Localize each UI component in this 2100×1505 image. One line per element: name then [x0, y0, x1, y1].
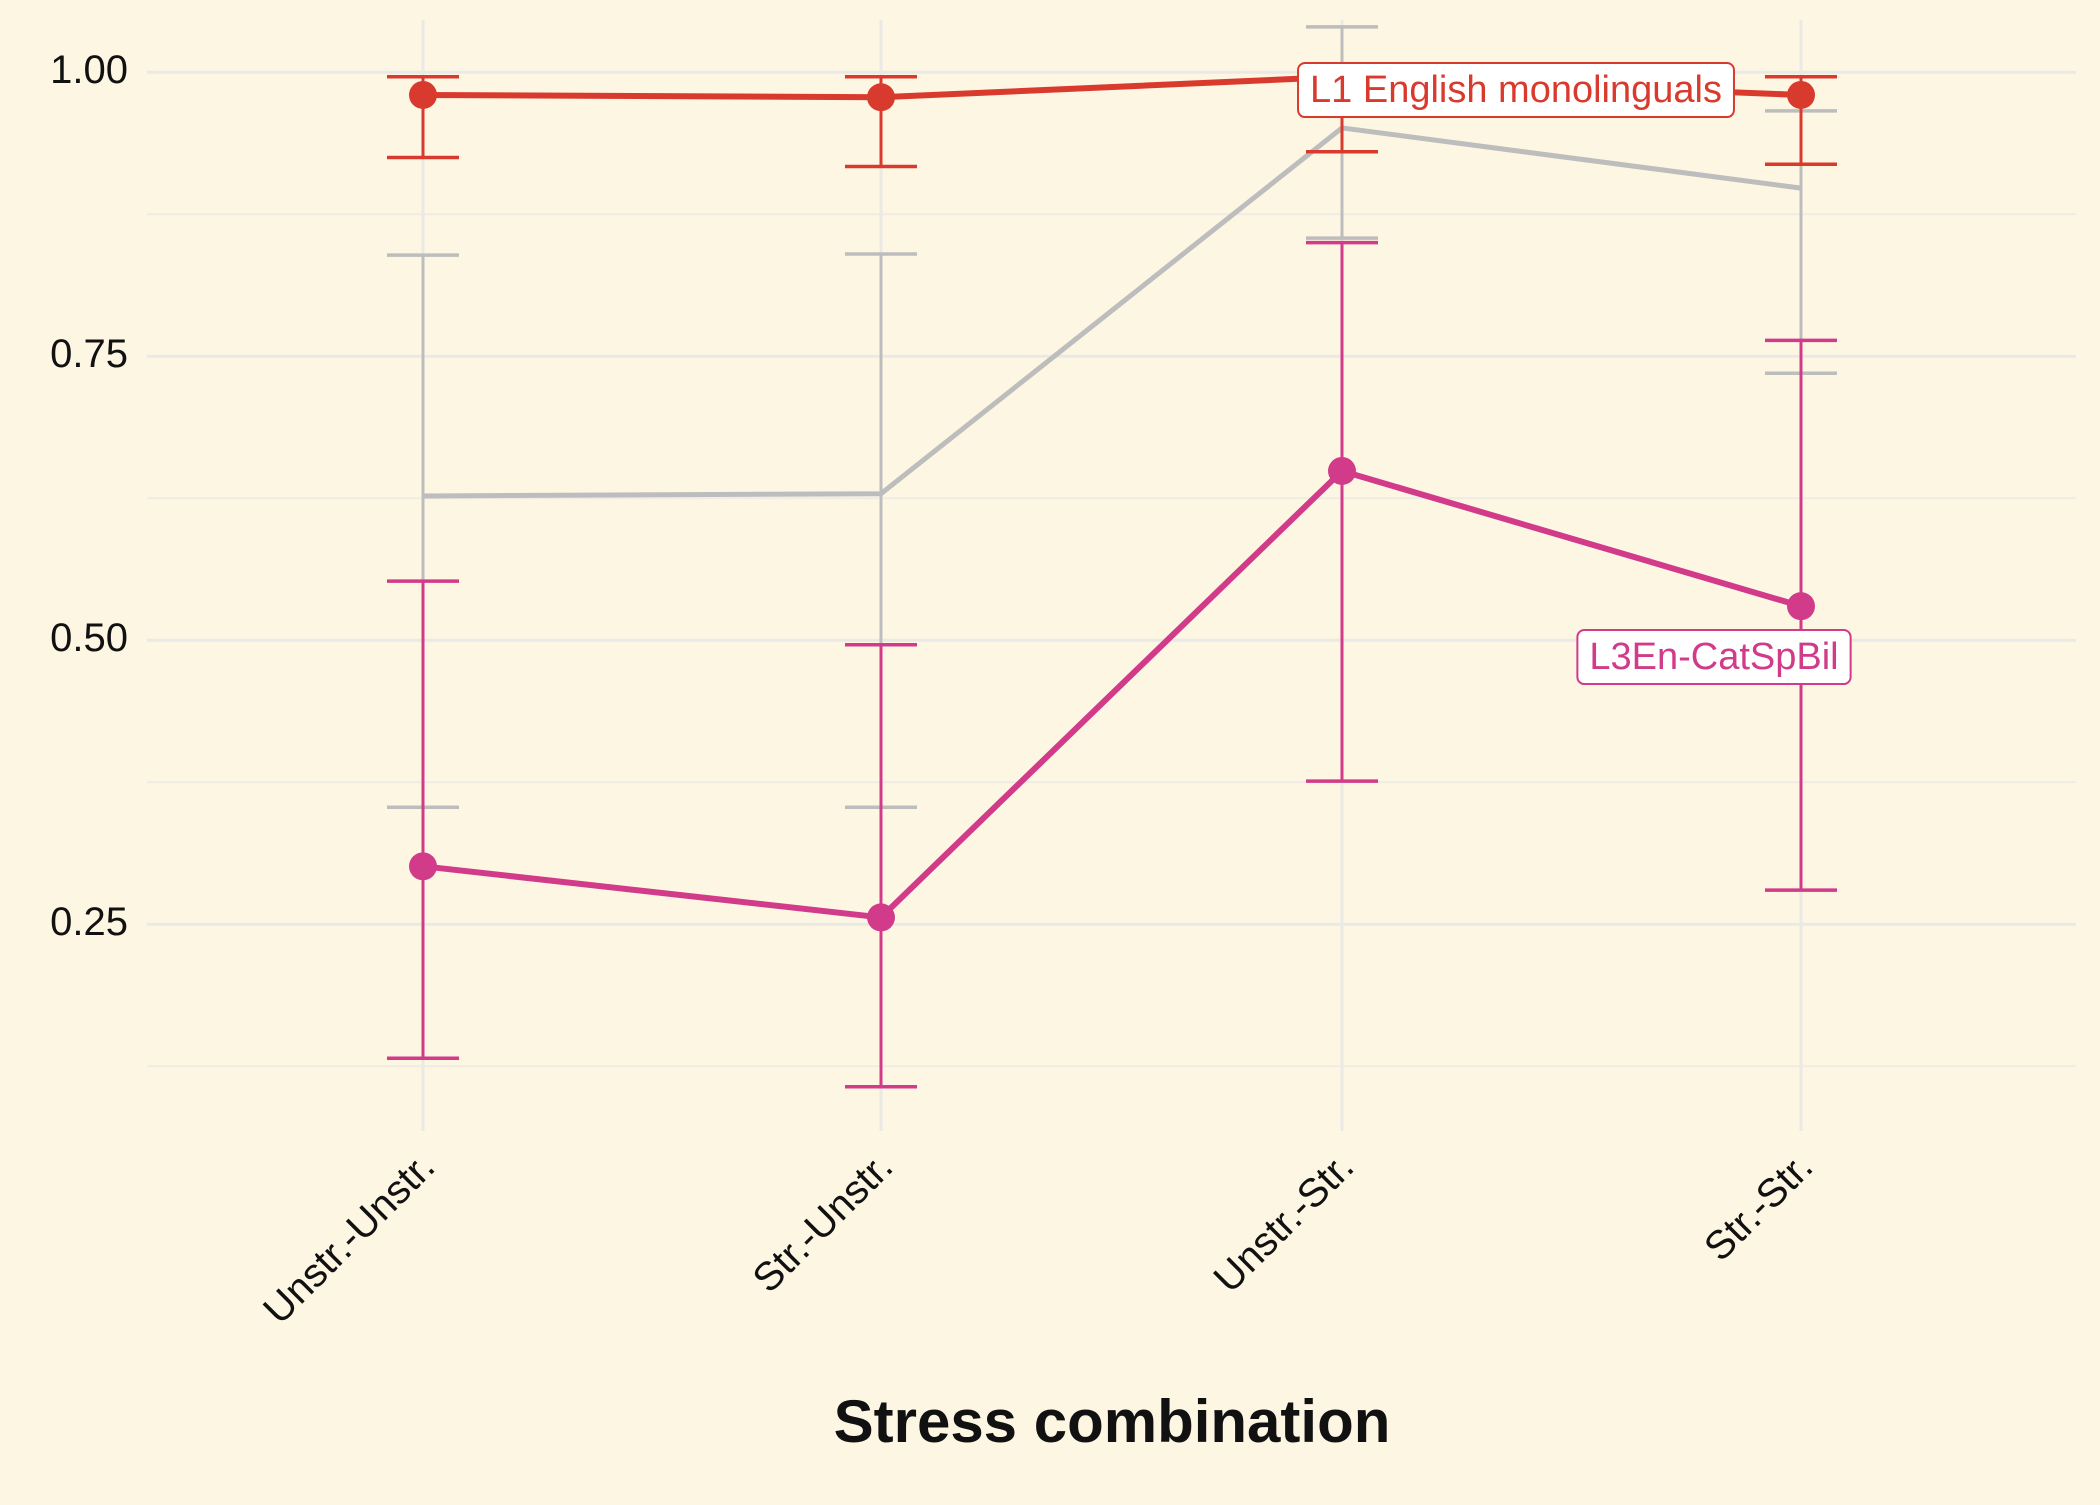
error-bar — [1306, 240, 1378, 783]
y-tick-label: 0.25 — [50, 900, 128, 944]
x-axis-title: Stress combination — [834, 1388, 1391, 1455]
series-line — [422, 467, 1802, 921]
plot-area: L1 English monolinguals L3En-CatSpBil — [387, 25, 1852, 1089]
data-point — [1328, 456, 1356, 485]
series-label: L3En-CatSpBil — [1576, 629, 1852, 686]
series-label-text: L1 English monolinguals — [1310, 69, 1722, 111]
data-point — [867, 83, 895, 112]
data-point — [1787, 80, 1815, 109]
data-point — [867, 903, 895, 932]
y-tick-label: 0.75 — [50, 332, 128, 376]
y-tick-label: 1.00 — [50, 48, 128, 92]
series-label-text: L3En-CatSpBil — [1589, 636, 1838, 678]
series-line — [422, 125, 1802, 499]
data-point — [409, 80, 437, 109]
data-point — [409, 852, 437, 881]
series-label-box — [1576, 629, 1852, 686]
y-tick-label: 0.50 — [50, 616, 128, 660]
data-point — [1787, 592, 1815, 621]
series-label-box — [1297, 62, 1735, 119]
series-label: L1 English monolinguals — [1297, 62, 1735, 119]
error-bar — [845, 643, 917, 1089]
error-bar — [387, 579, 459, 1061]
